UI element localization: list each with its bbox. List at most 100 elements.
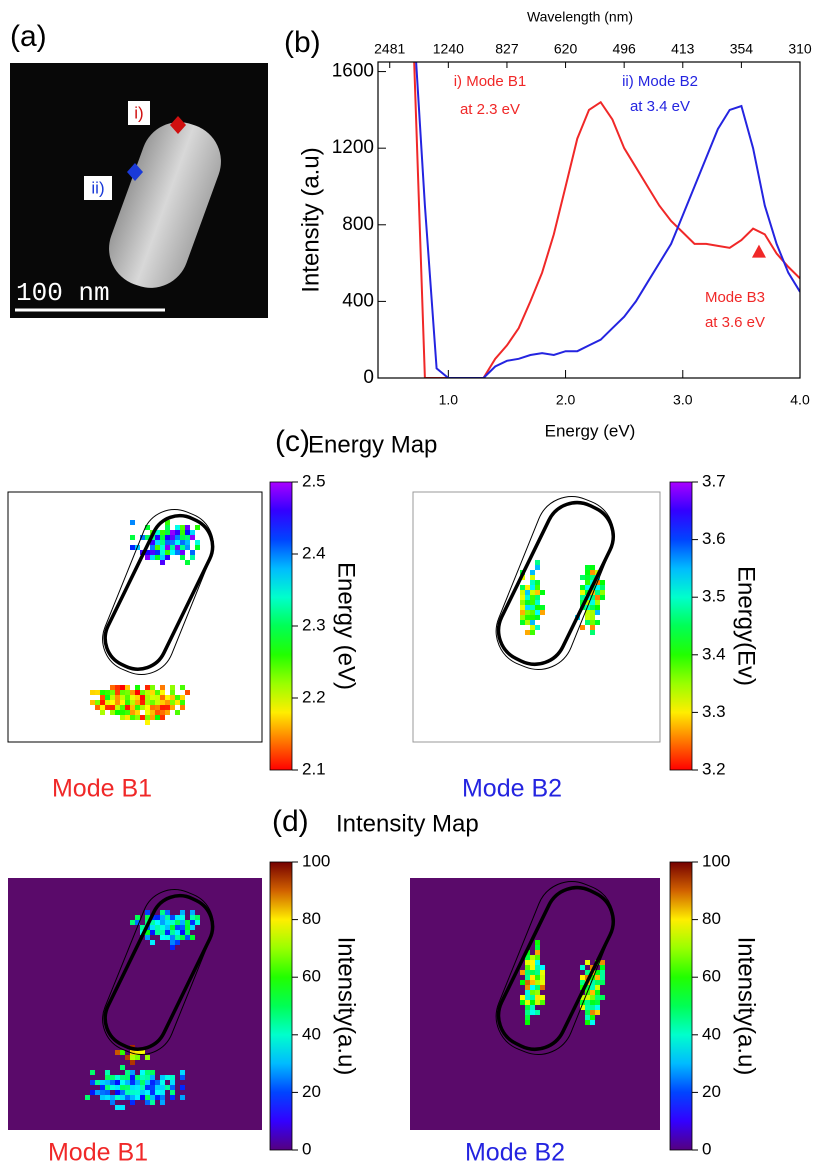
colorbar-tick-label: 0 xyxy=(302,1139,311,1158)
map-pixel xyxy=(185,920,190,925)
panel-label: (c) xyxy=(275,425,310,458)
map-pixel xyxy=(115,1050,120,1055)
map-pixel xyxy=(130,535,135,540)
colorbar-tick-label: 3.7 xyxy=(702,471,726,490)
colorbar-tick-label: 40 xyxy=(702,1024,721,1043)
map-pixel xyxy=(140,925,145,930)
map-pixel xyxy=(150,940,155,945)
map-pixel xyxy=(110,1080,115,1085)
map-pixel xyxy=(535,995,540,1000)
map-pixel xyxy=(180,540,185,545)
map-pixel xyxy=(145,710,150,715)
map-pixel xyxy=(120,705,125,710)
map-pixel xyxy=(580,575,585,580)
map-pixel xyxy=(535,965,540,970)
map-pixel xyxy=(170,920,175,925)
map-pixel xyxy=(90,690,95,695)
y-tick-label: 1200 xyxy=(332,137,374,158)
map-pixel xyxy=(535,955,540,960)
map-pixel xyxy=(95,690,100,695)
map-pixel xyxy=(155,1095,160,1100)
map-pixel xyxy=(165,530,170,535)
map-pixel xyxy=(155,700,160,705)
map-pixel xyxy=(105,700,110,705)
map-pixel xyxy=(520,1000,525,1005)
map-pixel xyxy=(590,630,595,635)
map-pixel xyxy=(95,700,100,705)
map-pixel xyxy=(530,570,535,575)
map-pixel xyxy=(180,525,185,530)
map-pixel xyxy=(125,705,130,710)
map-pixel xyxy=(525,995,530,1000)
x-tick-label: 1.0 xyxy=(439,392,459,408)
map-pixel xyxy=(150,690,155,695)
map-pixel xyxy=(535,585,540,590)
map-pixel xyxy=(140,1090,145,1095)
map-pixel xyxy=(600,590,605,595)
colorbar-tick-label: 80 xyxy=(702,909,721,928)
map-pixel xyxy=(535,975,540,980)
map-pixel xyxy=(175,550,180,555)
map-pixel xyxy=(590,570,595,575)
particle-outline xyxy=(103,514,215,671)
map-pixel xyxy=(155,930,160,935)
map-pixel xyxy=(150,540,155,545)
map-pixel xyxy=(125,690,130,695)
map-pixel xyxy=(120,1105,125,1110)
map-pixel xyxy=(145,685,150,690)
map-pixel xyxy=(585,970,590,975)
map-pixel xyxy=(540,985,545,990)
colorbar-tick-label: 60 xyxy=(702,967,721,986)
map-pixel xyxy=(535,940,540,945)
map-pixel xyxy=(535,600,540,605)
map-pixel xyxy=(525,615,530,620)
map-pixel xyxy=(120,1050,125,1055)
map-pixel xyxy=(535,560,540,565)
map-pixel xyxy=(590,610,595,615)
map-pixel xyxy=(125,685,130,690)
map-pixel xyxy=(170,1085,175,1090)
marker-label-bg xyxy=(84,176,112,200)
colorbar-tick-label: 40 xyxy=(302,1024,321,1043)
marker-label: i) xyxy=(134,103,143,122)
map-pixel xyxy=(170,530,175,535)
map-pixel xyxy=(100,1085,105,1090)
map-pixel xyxy=(535,590,540,595)
map-pixel xyxy=(530,980,535,985)
map-pixel xyxy=(595,590,600,595)
top-tick-label: 827 xyxy=(495,41,519,57)
annotation: i) Mode B1 xyxy=(454,73,527,90)
map-pixel xyxy=(520,615,525,620)
map-pixel xyxy=(135,705,140,710)
map-pixel xyxy=(135,1095,140,1100)
map-pixel xyxy=(145,690,150,695)
map-pixel xyxy=(145,1095,150,1100)
map-pixel xyxy=(140,1095,145,1100)
map-pixel xyxy=(155,925,160,930)
map-pixel xyxy=(590,620,595,625)
map-pixel xyxy=(525,990,530,995)
map-pixel xyxy=(170,930,175,935)
map-pixel xyxy=(525,965,530,970)
map-pixel xyxy=(185,545,190,550)
map-pixel xyxy=(175,920,180,925)
map-pixel xyxy=(535,625,540,630)
map-pixel xyxy=(160,545,165,550)
y-axis-label: Intensity (a.u) xyxy=(297,147,324,292)
x-tick-label: 3.0 xyxy=(673,392,693,408)
map-pixel xyxy=(165,920,170,925)
map-pixel xyxy=(90,700,95,705)
map-pixel xyxy=(185,525,190,530)
map-pixel xyxy=(95,1090,100,1095)
map-pixel xyxy=(100,695,105,700)
map-pixel xyxy=(170,695,175,700)
map-pixel xyxy=(590,605,595,610)
map-pixel xyxy=(110,1075,115,1080)
map-pixel xyxy=(190,535,195,540)
map-pixel xyxy=(590,985,595,990)
map-pixel xyxy=(155,1085,160,1090)
annotation: ii) Mode B2 xyxy=(622,73,698,90)
map-pixel xyxy=(130,1085,135,1090)
map-pixel xyxy=(590,975,595,980)
map-pixel xyxy=(185,935,190,940)
